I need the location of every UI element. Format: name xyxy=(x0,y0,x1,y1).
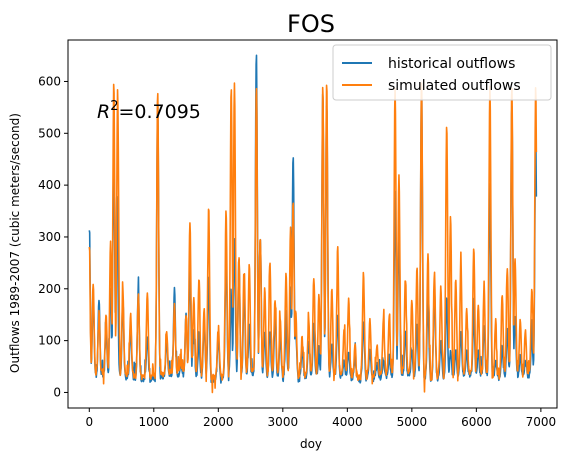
x-tick-label: 0 xyxy=(85,415,93,429)
x-tick-label: 1000 xyxy=(139,415,170,429)
x-tick-label: 4000 xyxy=(332,415,363,429)
legend-box xyxy=(332,44,552,101)
y-axis-label: Outflows 1989-2007 (cubic meters/second) xyxy=(8,113,22,373)
y-tick-label: 0 xyxy=(53,385,61,399)
legend: historical outflows simulated outflows xyxy=(332,44,552,101)
series-line-simulated-outflows xyxy=(88,82,538,394)
y-tick-label: 300 xyxy=(38,230,61,244)
y-tick-label: 100 xyxy=(38,334,61,348)
x-axis-label: doy xyxy=(300,437,322,451)
legend-entry: simulated outflows xyxy=(388,78,521,94)
y-tick-label: 600 xyxy=(38,74,61,88)
x-tick-label: 6000 xyxy=(461,415,492,429)
x-tick-label: 5000 xyxy=(397,415,428,429)
plot-frame xyxy=(67,39,558,409)
x-tick-label: 7000 xyxy=(526,415,557,429)
legend-entry: historical outflows xyxy=(388,56,515,72)
chart-title: FOS xyxy=(287,10,335,38)
y-tick-label: 500 xyxy=(38,126,61,140)
x-tick-label: 3000 xyxy=(268,415,299,429)
r-squared-annotation: R2=0.7095 xyxy=(97,99,201,123)
y-tick-label: 200 xyxy=(38,282,61,296)
x-tick-label: 2000 xyxy=(203,415,234,429)
y-tick-label: 400 xyxy=(38,178,61,192)
